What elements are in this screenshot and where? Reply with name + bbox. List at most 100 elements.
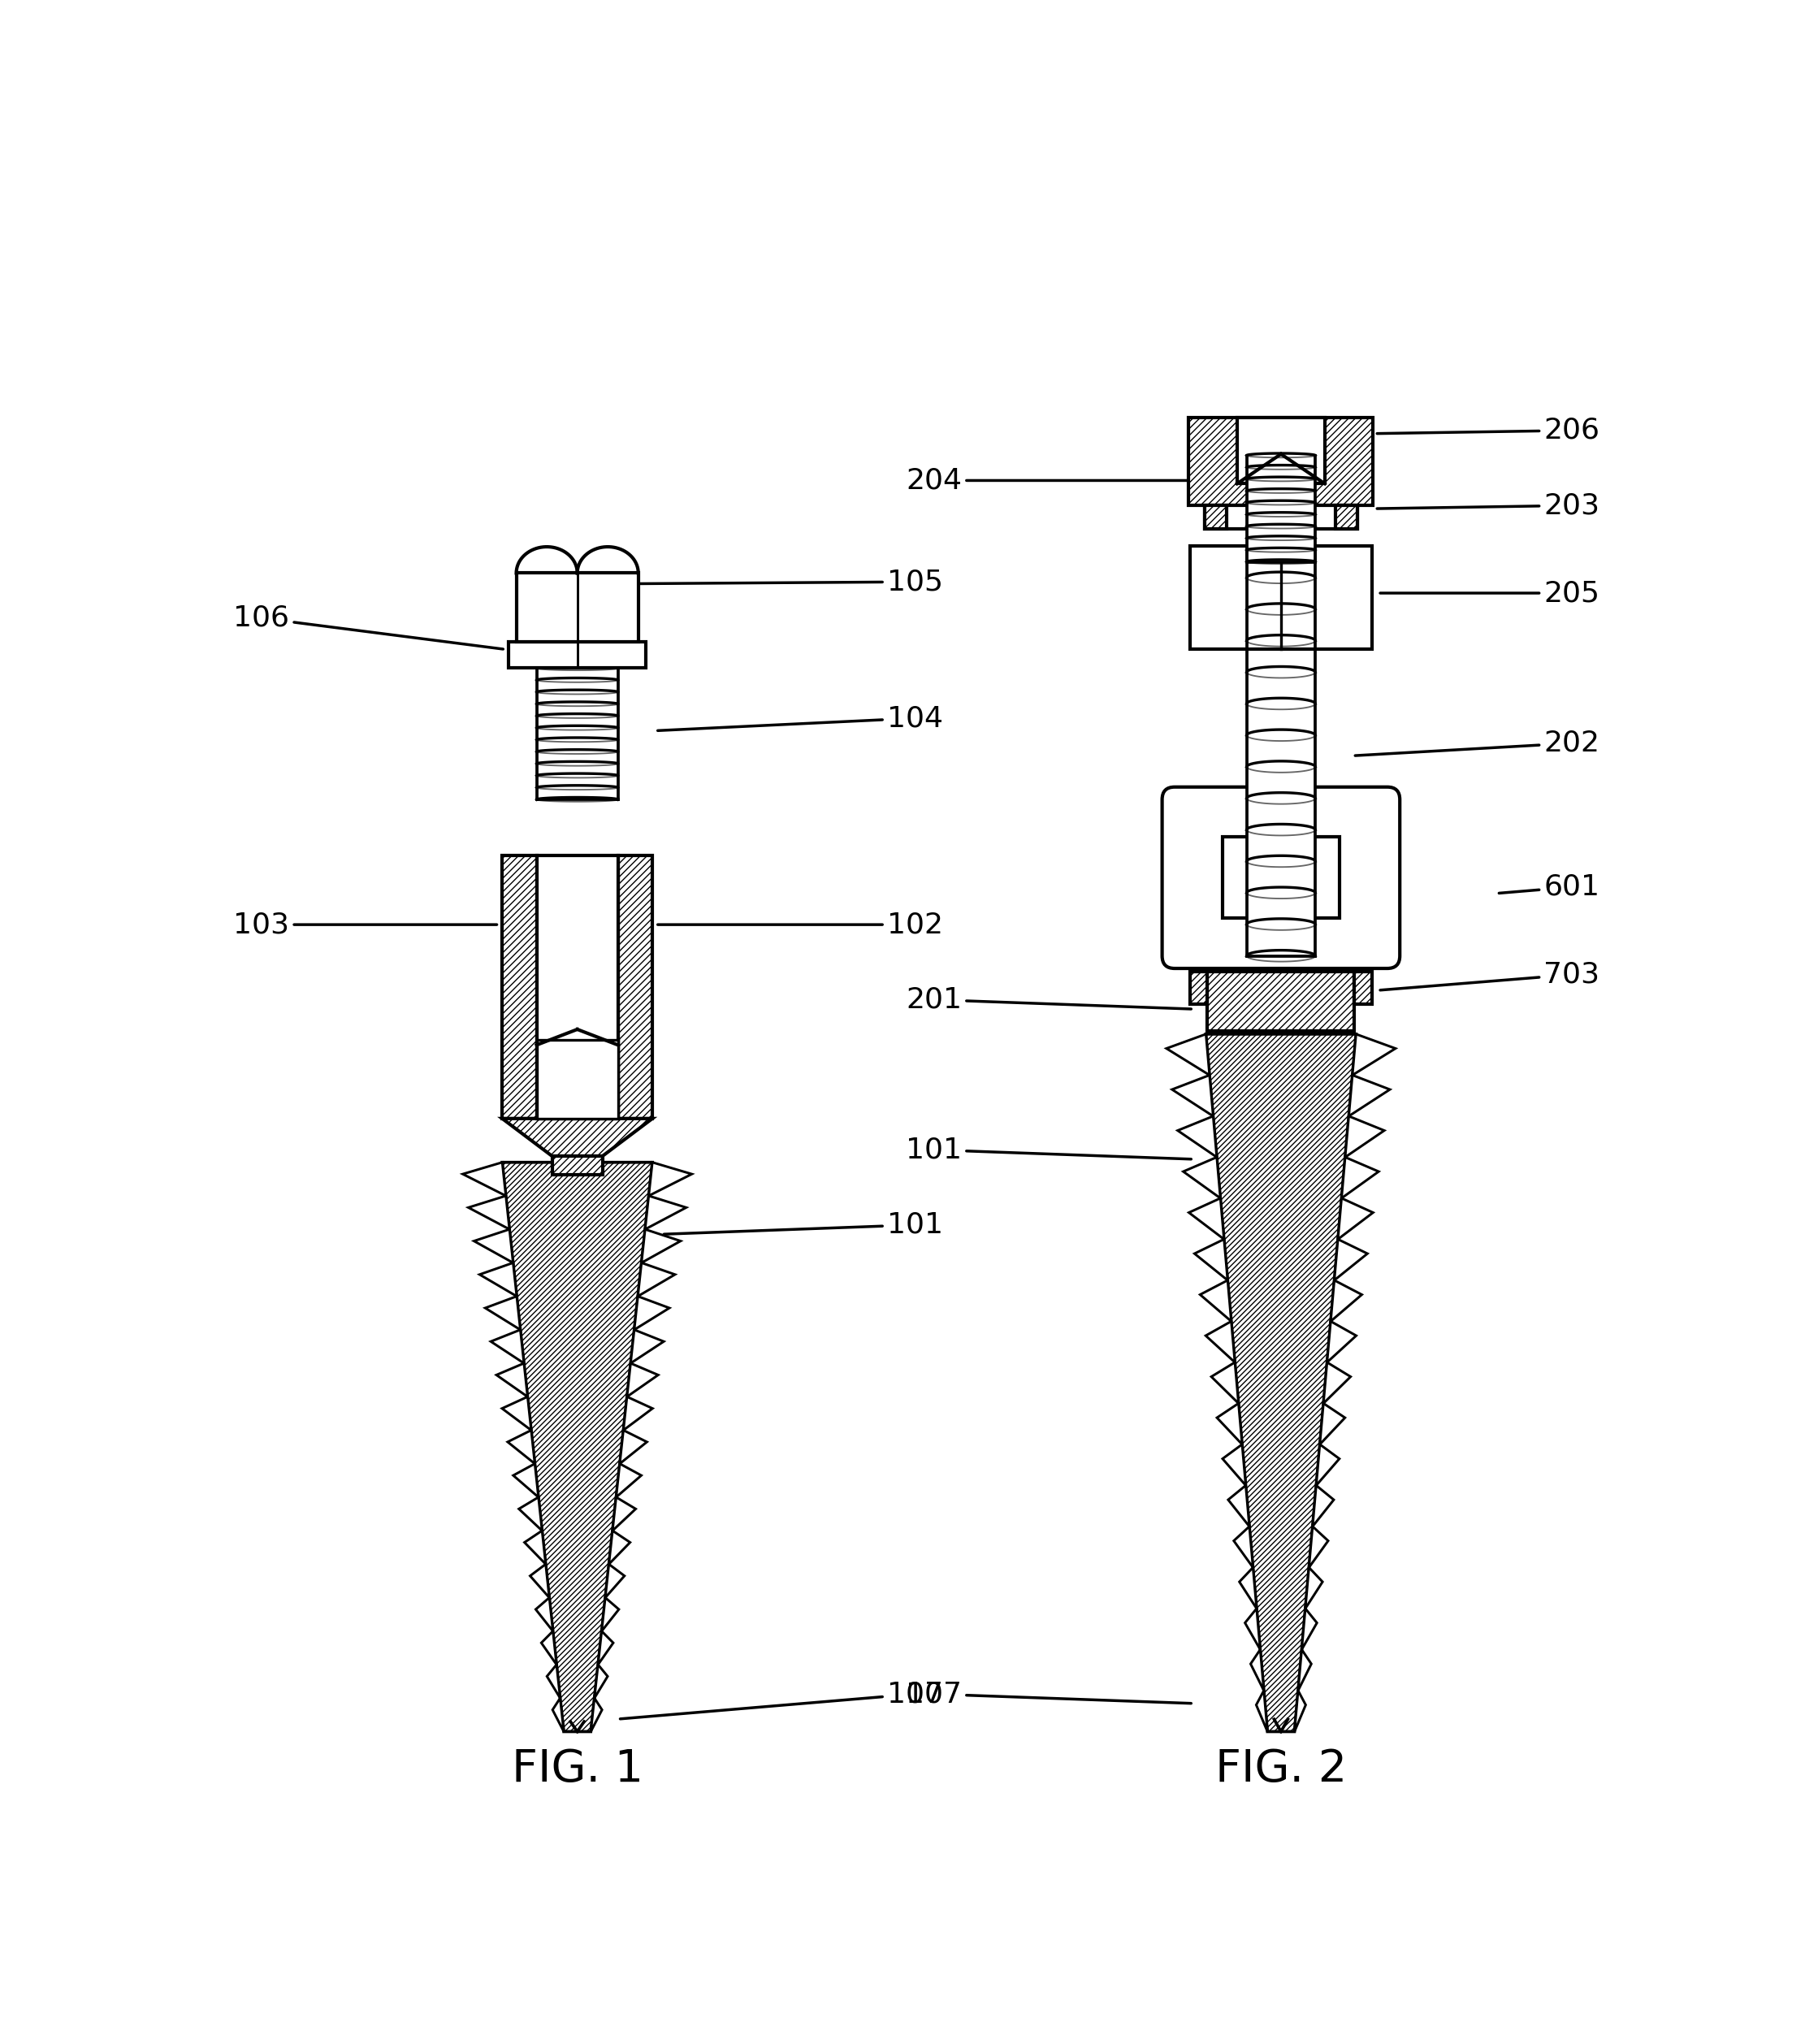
Polygon shape	[1222, 1445, 1245, 1486]
Polygon shape	[1247, 546, 1316, 957]
Text: 103: 103	[233, 912, 496, 938]
Text: 102: 102	[657, 912, 942, 938]
Text: 104: 104	[657, 705, 942, 732]
Polygon shape	[1189, 1198, 1224, 1239]
Polygon shape	[1171, 1075, 1213, 1116]
Polygon shape	[616, 1464, 641, 1496]
Polygon shape	[1247, 456, 1316, 562]
Polygon shape	[502, 1396, 531, 1431]
Polygon shape	[502, 856, 536, 1118]
Polygon shape	[1245, 1609, 1260, 1650]
Polygon shape	[623, 1396, 653, 1431]
Polygon shape	[1312, 1486, 1334, 1527]
Polygon shape	[648, 1163, 691, 1196]
Polygon shape	[542, 1631, 556, 1664]
Polygon shape	[1251, 1650, 1264, 1690]
Polygon shape	[641, 1228, 680, 1263]
Text: 601: 601	[1498, 873, 1599, 901]
Polygon shape	[1341, 1157, 1379, 1198]
Text: 105: 105	[639, 568, 942, 595]
Polygon shape	[1189, 546, 1372, 650]
Polygon shape	[1208, 971, 1354, 1030]
Polygon shape	[1184, 1157, 1220, 1198]
Polygon shape	[475, 1228, 513, 1263]
Polygon shape	[1189, 417, 1374, 505]
Text: 205: 205	[1381, 578, 1599, 607]
Polygon shape	[1298, 1650, 1310, 1690]
Polygon shape	[1227, 1486, 1249, 1527]
Polygon shape	[1294, 1690, 1305, 1731]
Polygon shape	[601, 1598, 619, 1631]
Polygon shape	[1204, 505, 1357, 529]
Polygon shape	[496, 1363, 527, 1396]
Polygon shape	[1256, 1690, 1267, 1731]
Polygon shape	[630, 1331, 664, 1363]
Polygon shape	[1195, 1239, 1227, 1280]
Text: 107: 107	[621, 1680, 942, 1719]
Polygon shape	[536, 1040, 617, 1118]
Polygon shape	[491, 1331, 523, 1363]
Polygon shape	[1235, 1527, 1253, 1568]
Polygon shape	[637, 1263, 675, 1296]
Polygon shape	[502, 1118, 652, 1157]
Polygon shape	[1348, 1075, 1390, 1116]
Text: 107: 107	[906, 1680, 1191, 1709]
Polygon shape	[486, 1296, 520, 1331]
Text: 204: 204	[906, 466, 1188, 495]
Polygon shape	[507, 1431, 534, 1464]
Polygon shape	[597, 1631, 614, 1664]
Polygon shape	[1345, 1116, 1384, 1157]
Polygon shape	[531, 1564, 549, 1598]
Polygon shape	[1316, 1445, 1339, 1486]
Polygon shape	[1217, 1404, 1242, 1445]
Polygon shape	[552, 1699, 563, 1731]
Polygon shape	[1330, 1280, 1361, 1320]
Polygon shape	[619, 1431, 646, 1464]
Polygon shape	[1166, 1034, 1209, 1075]
Polygon shape	[1204, 505, 1226, 529]
Polygon shape	[536, 1598, 552, 1631]
Polygon shape	[1240, 1568, 1256, 1609]
Text: 206: 206	[1377, 417, 1599, 444]
Polygon shape	[608, 1531, 630, 1564]
Text: 202: 202	[1356, 730, 1599, 756]
Text: FIG. 1: FIG. 1	[511, 1748, 643, 1791]
Text: FIG. 2: FIG. 2	[1215, 1748, 1347, 1791]
Polygon shape	[1211, 1361, 1238, 1404]
Polygon shape	[1206, 1320, 1235, 1361]
Polygon shape	[502, 1163, 652, 1731]
FancyBboxPatch shape	[1162, 787, 1401, 969]
Polygon shape	[1354, 971, 1372, 1004]
Polygon shape	[1301, 1609, 1318, 1650]
Polygon shape	[1206, 1034, 1356, 1731]
Polygon shape	[462, 1163, 505, 1196]
Polygon shape	[612, 1496, 635, 1531]
Polygon shape	[617, 856, 652, 1118]
Polygon shape	[644, 1196, 686, 1228]
Polygon shape	[605, 1564, 625, 1598]
Polygon shape	[1352, 1034, 1395, 1075]
Polygon shape	[513, 1464, 538, 1496]
Polygon shape	[590, 1699, 603, 1731]
Polygon shape	[1323, 1361, 1350, 1404]
Polygon shape	[552, 1157, 603, 1175]
Polygon shape	[1177, 1116, 1217, 1157]
Text: 101: 101	[906, 1136, 1191, 1163]
Text: 703: 703	[1381, 961, 1599, 989]
Polygon shape	[1338, 1198, 1374, 1239]
Polygon shape	[1319, 1404, 1345, 1445]
Polygon shape	[509, 642, 646, 668]
Polygon shape	[547, 1664, 560, 1699]
Text: 203: 203	[1377, 493, 1599, 519]
Polygon shape	[626, 1363, 659, 1396]
Text: 201: 201	[906, 985, 1191, 1014]
Polygon shape	[1327, 1320, 1356, 1361]
Polygon shape	[1200, 1280, 1231, 1320]
Polygon shape	[594, 1664, 608, 1699]
Polygon shape	[525, 1531, 545, 1564]
Polygon shape	[1222, 838, 1339, 918]
Polygon shape	[518, 1496, 541, 1531]
Text: 101: 101	[664, 1212, 942, 1239]
Polygon shape	[1309, 1527, 1328, 1568]
Polygon shape	[516, 572, 639, 642]
